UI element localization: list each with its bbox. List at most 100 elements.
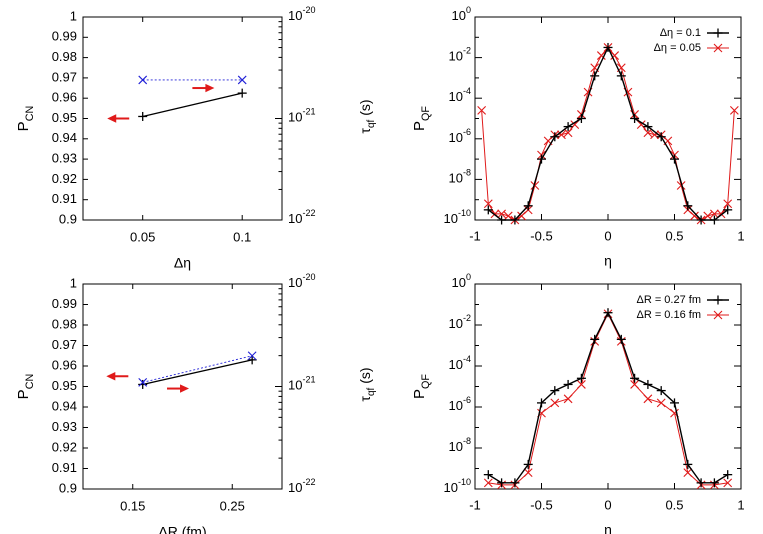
y-tick-label: 0.93 bbox=[52, 151, 77, 166]
data-point bbox=[523, 468, 533, 477]
data-point bbox=[676, 181, 686, 190]
y-tick-label-exp: 0 bbox=[466, 5, 471, 15]
x-axis-label: η bbox=[604, 522, 612, 534]
x-tick-label: 0.15 bbox=[120, 498, 145, 513]
x-tick-label: 0.5 bbox=[665, 228, 683, 243]
y-tick-label-base: 10 bbox=[452, 8, 466, 23]
y-tick-label: 0.94 bbox=[52, 398, 77, 413]
y-tick-label: 10-8 bbox=[449, 436, 471, 454]
data-point bbox=[690, 211, 699, 221]
bottom-left-panel: 0.9 0.91 0.92 0.93 0.94 0.95 0.96 0.97 0.98 0.99 1… bbox=[15, 272, 377, 534]
y-tick-label: 0.96 bbox=[52, 90, 77, 105]
data-point bbox=[237, 75, 247, 85]
y-tick-label: 10-4 bbox=[449, 354, 471, 372]
y2-tick-label-exp: -21 bbox=[302, 107, 315, 117]
y-tick-label: 0.95 bbox=[52, 378, 77, 393]
y-tick-label-exp: 0 bbox=[466, 272, 471, 282]
y2-tick-label: 10-20 bbox=[288, 5, 315, 23]
y-tick-label: 0.9 bbox=[59, 480, 77, 495]
y2-tick-label: 10-20 bbox=[288, 272, 315, 290]
data-point bbox=[497, 209, 506, 219]
y2-tick-label-base: 10 bbox=[288, 8, 302, 23]
legend-label: Δη = 0.1 bbox=[660, 27, 701, 39]
y-tick-label: 10-10 bbox=[444, 477, 471, 495]
y-tick-label-exp: -2 bbox=[463, 46, 471, 56]
y-tick-label: 100 bbox=[452, 5, 471, 23]
data-point bbox=[563, 394, 573, 404]
y-tick-label-base: 10 bbox=[449, 90, 463, 105]
data-point bbox=[650, 130, 659, 140]
legend: ΔR = 0.27 fm ΔR = 0.16 fm bbox=[636, 294, 729, 321]
data-point bbox=[490, 209, 500, 219]
y-tick-label-base: 10 bbox=[449, 316, 463, 331]
y-tick-label-exp: -4 bbox=[463, 87, 471, 97]
y-tick-label-exp: -8 bbox=[463, 436, 471, 446]
data-point bbox=[577, 380, 586, 389]
y-axis-label-main: P bbox=[15, 389, 32, 399]
data-point bbox=[623, 87, 633, 97]
arrow-right-head bbox=[180, 384, 190, 393]
series-tau-qf bbox=[138, 351, 257, 387]
legend-label: ΔR = 0.27 fm bbox=[636, 294, 701, 306]
y-tick-label-base: 10 bbox=[444, 480, 458, 495]
y-tick-label-base: 10 bbox=[449, 357, 463, 372]
y2-tick-label-base: 10 bbox=[288, 211, 302, 226]
y-axis-label-sub: CN bbox=[24, 374, 36, 390]
y-axis-label: PQF bbox=[411, 374, 432, 399]
legend-label: ΔR = 0.16 fm bbox=[636, 309, 701, 321]
y2-tick-label: 10-21 bbox=[288, 107, 315, 125]
y-tick-label-base: 10 bbox=[449, 439, 463, 454]
y-tick-label: 10-6 bbox=[449, 127, 471, 145]
y-tick-label-exp: -6 bbox=[463, 127, 471, 137]
x-axis-label: η bbox=[604, 253, 612, 269]
y2-tick-label-exp: -21 bbox=[302, 375, 315, 385]
y2-tick-label-base: 10 bbox=[288, 480, 302, 495]
x-tick-label: -0.5 bbox=[530, 228, 552, 243]
y2-tick-label: 10-22 bbox=[288, 477, 315, 495]
y-tick-label: 10-4 bbox=[449, 87, 471, 105]
y-axis-label: PCN bbox=[15, 106, 36, 132]
legend-marker bbox=[713, 43, 723, 53]
y-tick-label: 1 bbox=[70, 8, 77, 23]
y-tick-label-exp: -2 bbox=[463, 313, 471, 323]
x-tick-label: 0 bbox=[604, 228, 611, 243]
y-tick-label-exp: -6 bbox=[463, 395, 471, 405]
x-tick-label: 0.05 bbox=[130, 229, 155, 244]
data-point bbox=[710, 209, 719, 219]
x-tick-label: 1 bbox=[737, 228, 744, 243]
series-tau-qf bbox=[138, 75, 247, 85]
y-tick-label-exp: -8 bbox=[463, 168, 471, 178]
y-tick-label: 0.99 bbox=[52, 296, 77, 311]
arrow-left-head bbox=[107, 114, 117, 123]
y-tick-label: 0.95 bbox=[52, 110, 77, 125]
y2-tick-label-base: 10 bbox=[288, 275, 302, 290]
data-point bbox=[610, 51, 620, 60]
y2-tick-label: 10-22 bbox=[288, 208, 315, 226]
y-tick-label-base: 10 bbox=[444, 211, 458, 226]
x-tick-label: 0.25 bbox=[220, 498, 245, 513]
data-point bbox=[590, 63, 600, 73]
series-1 bbox=[477, 43, 739, 225]
x-tick-label: 0.1 bbox=[233, 229, 251, 244]
y-tick-label-base: 10 bbox=[449, 130, 463, 145]
y-axis-label-main: P bbox=[411, 121, 428, 131]
y-tick-label: 0.98 bbox=[52, 316, 77, 331]
data-point bbox=[596, 51, 606, 60]
y-axis-label: PCN bbox=[15, 374, 36, 400]
x-tick-label: -1 bbox=[469, 497, 481, 512]
y-tick-label-base: 10 bbox=[449, 398, 463, 413]
data-point bbox=[636, 120, 646, 129]
data-point bbox=[563, 128, 573, 138]
x-tick-label: -0.5 bbox=[530, 497, 552, 512]
y-tick-label: 0.97 bbox=[52, 69, 77, 84]
x-axis-label: Δη bbox=[174, 255, 191, 271]
data-point bbox=[656, 398, 666, 408]
y2-axis-label-main: τ bbox=[357, 396, 373, 402]
y-tick-label: 0.92 bbox=[52, 439, 77, 454]
y-axis-label-main: P bbox=[411, 389, 428, 399]
series-line bbox=[481, 46, 735, 221]
y2-axis-label-unit: (s) bbox=[357, 367, 373, 387]
data-point bbox=[530, 181, 540, 190]
top-left-panel: 0.9 0.91 0.92 0.93 0.94 0.95 0.96 0.97 0.98 0.99 1… bbox=[15, 5, 377, 270]
data-point bbox=[630, 380, 639, 389]
